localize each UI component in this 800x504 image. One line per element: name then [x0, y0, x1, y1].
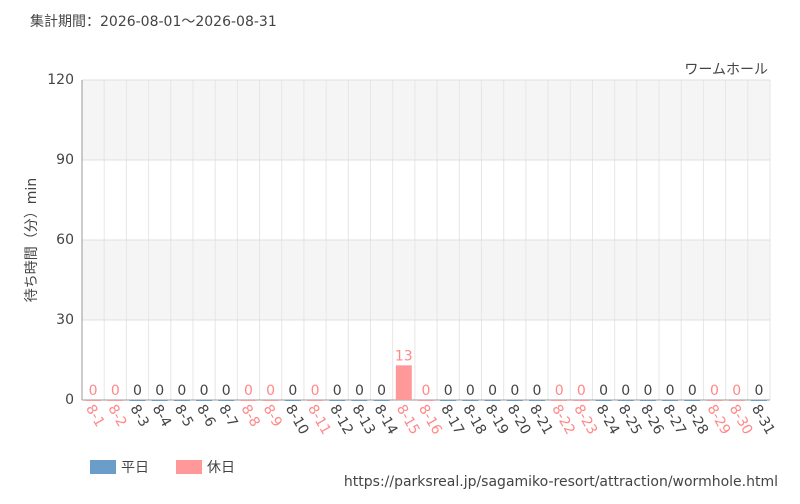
legend-label: 休日: [207, 460, 235, 476]
x-tick-label: 8-31: [748, 402, 778, 438]
legend-swatch: [176, 460, 202, 474]
bar: [484, 400, 501, 401]
bar: [418, 400, 434, 401]
value-label: 0: [533, 383, 542, 399]
value-label: 0: [444, 383, 453, 399]
value-label: 0: [422, 383, 431, 399]
value-label: 0: [200, 383, 209, 399]
value-label: 0: [621, 383, 630, 399]
bar: [329, 400, 346, 401]
value-label: 0: [710, 383, 719, 399]
bar: [595, 400, 612, 401]
y-tick-label: 60: [56, 232, 74, 248]
value-label: 0: [244, 383, 253, 399]
value-label: 0: [643, 383, 652, 399]
x-tick-label: 8-8: [238, 402, 263, 430]
bar: [351, 400, 368, 401]
y-tick-label: 0: [65, 392, 74, 408]
value-label: 0: [732, 383, 741, 399]
bar: [262, 400, 279, 401]
value-label: 0: [510, 383, 519, 399]
bar: [528, 400, 545, 401]
chart-subtitle: ワームホール: [684, 62, 768, 78]
plot-band: [82, 240, 770, 320]
y-axis-label: 待ち時間（分）min: [24, 178, 40, 302]
value-label: 0: [266, 383, 275, 399]
value-label: 0: [133, 383, 142, 399]
bar: [506, 400, 523, 401]
value-label: 0: [89, 383, 98, 399]
bar: [85, 400, 102, 401]
bar: [151, 400, 168, 401]
bar: [573, 400, 590, 401]
value-label: 0: [377, 383, 386, 399]
bar: [728, 400, 745, 401]
bar: [307, 400, 324, 401]
value-label: 0: [288, 383, 297, 399]
bar: [218, 400, 235, 401]
value-label: 0: [177, 383, 186, 399]
bar: [196, 400, 213, 401]
bar: [373, 400, 390, 401]
value-label: 0: [577, 383, 586, 399]
value-label: 0: [311, 383, 320, 399]
bar: [462, 400, 479, 401]
value-label: 0: [688, 383, 697, 399]
bar: [107, 400, 124, 401]
value-label: 13: [395, 348, 413, 364]
x-tick-label: 8-1: [82, 402, 107, 430]
x-tick-label: 8-7: [215, 402, 240, 430]
legend-swatch: [90, 460, 116, 474]
value-label: 0: [333, 383, 342, 399]
legend-label: 平日: [121, 460, 149, 476]
x-tick-label: 8-5: [171, 402, 196, 430]
value-label: 0: [355, 383, 364, 399]
y-tick-label: 120: [47, 72, 74, 88]
bar: [395, 365, 412, 400]
y-tick-label: 90: [56, 152, 74, 168]
bar: [617, 400, 634, 401]
value-label: 0: [599, 383, 608, 399]
value-label: 0: [111, 383, 120, 399]
x-tick-label: 8-3: [127, 402, 152, 430]
bar: [662, 400, 679, 401]
bar: [551, 400, 568, 401]
bar: [750, 400, 767, 401]
bar: [639, 400, 656, 401]
value-label: 0: [488, 383, 497, 399]
bar: [129, 400, 146, 401]
value-label: 0: [666, 383, 675, 399]
value-label: 0: [222, 383, 231, 399]
chart-title: 集計期間：2026-08-01～2026-08-31: [30, 13, 277, 30]
y-tick-label: 30: [56, 312, 74, 328]
bar: [684, 400, 701, 401]
value-label: 0: [754, 383, 763, 399]
bar: [240, 400, 257, 401]
bar: [440, 400, 457, 401]
bar: [173, 400, 190, 401]
x-tick-label: 8-6: [193, 402, 218, 430]
bar: [284, 400, 301, 401]
source-url: https://parksreal.jp/sagamiko-resort/att…: [344, 474, 778, 490]
value-label: 0: [466, 383, 475, 399]
plot-band: [82, 80, 770, 160]
x-tick-label: 8-4: [149, 402, 174, 430]
value-label: 0: [555, 383, 564, 399]
value-label: 0: [155, 383, 164, 399]
x-tick-label: 8-9: [260, 402, 285, 430]
bar: [706, 400, 723, 401]
x-tick-label: 8-2: [104, 402, 129, 430]
